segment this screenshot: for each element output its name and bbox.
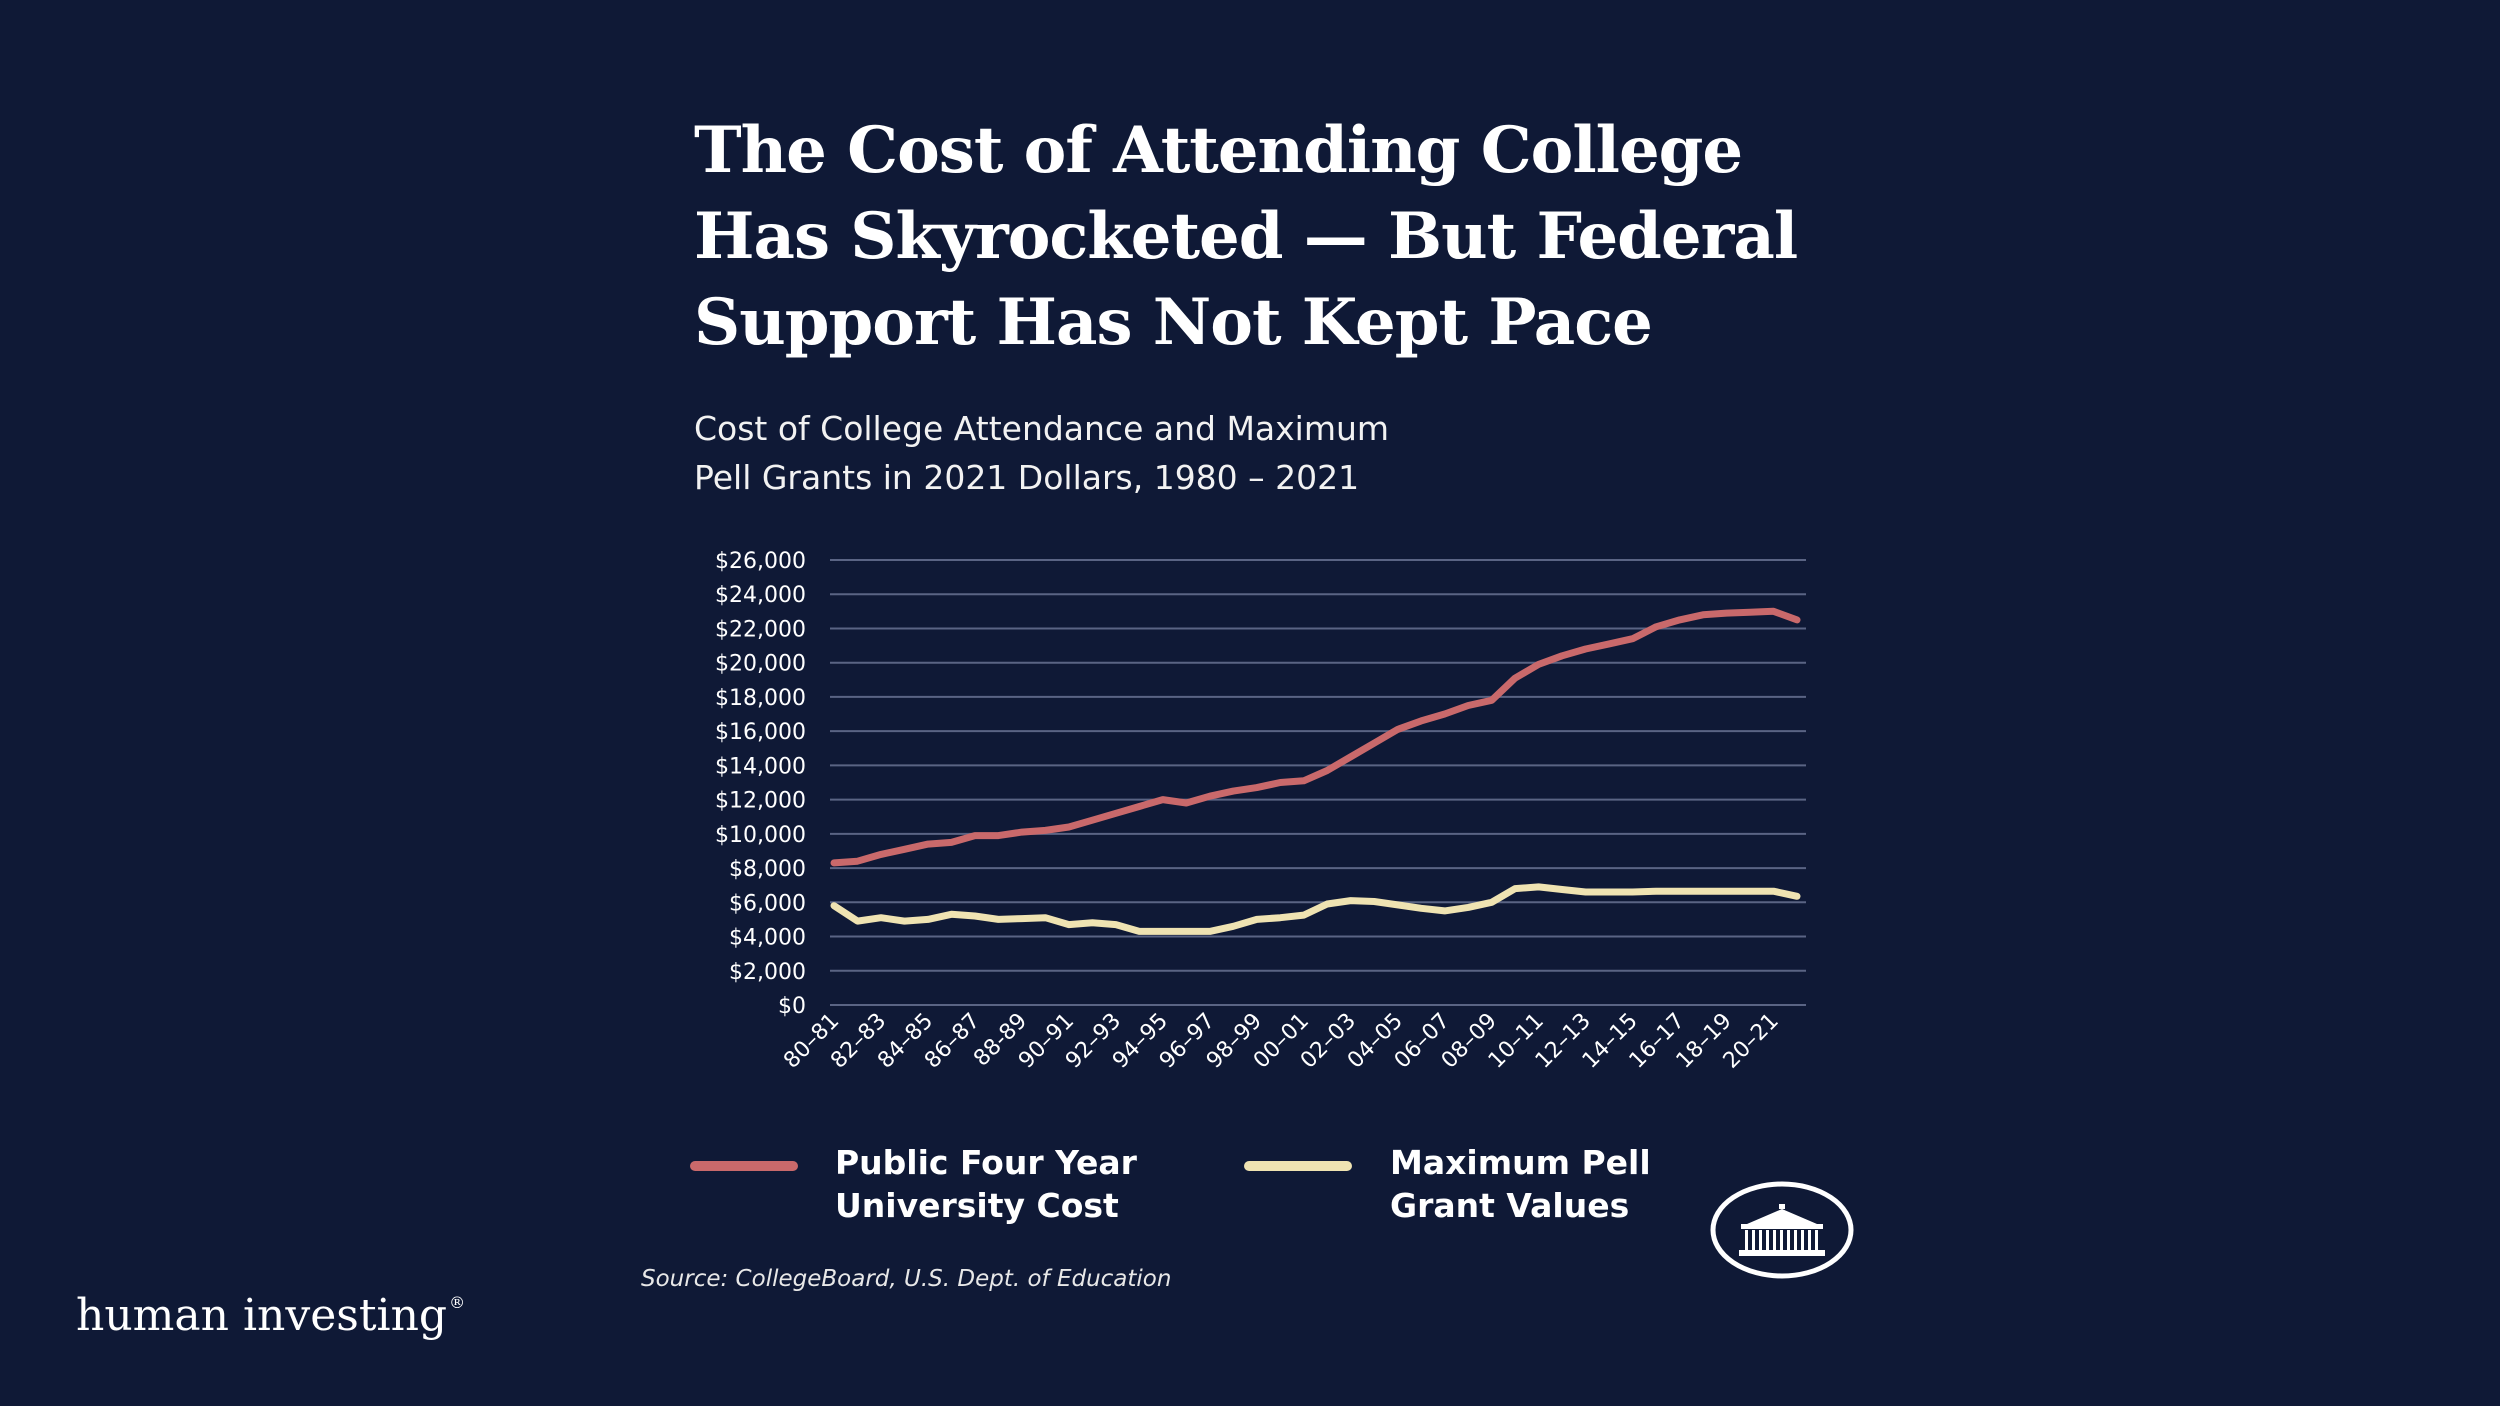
y-tick-label: $2,000 (729, 960, 806, 985)
legend-cost-line-1: Public Four Year (835, 1143, 1137, 1182)
white-house-icon (1710, 1181, 1854, 1279)
legend-label-cost: Public Four Year University Cost (835, 1141, 1137, 1227)
series-line-university-cost (830, 607, 1801, 867)
y-tick-label: $24,000 (715, 583, 806, 608)
subtitle-line-1: Cost of College Attendance and Maximum (694, 409, 1390, 448)
y-tick-label: $8,000 (729, 857, 806, 882)
brand-name: human investing (76, 1290, 448, 1341)
chart-title: The Cost of Attending College Has Skyroc… (694, 108, 1798, 366)
y-axis-tick-labels: $0 $2,000 $4,000 $6,000 $8,000 $10,000 $12,000… (715, 549, 806, 1019)
title-line-3: Support Has Not Kept Pace (694, 285, 1653, 360)
y-tick-label: $12,000 (715, 789, 806, 814)
legend-pell-line-1: Maximum Pell (1390, 1143, 1651, 1182)
registered-mark: ® (449, 1293, 466, 1312)
subtitle-line-2: Pell Grants in 2021 Dollars, 1980 – 2021 (694, 458, 1360, 497)
y-tick-label: $20,000 (715, 652, 806, 677)
title-line-1: The Cost of Attending College (694, 113, 1743, 188)
brand-logo: human investing ® (76, 1290, 465, 1341)
series-lines (830, 607, 1801, 935)
legend-pell-line-2: Grant Values (1390, 1186, 1630, 1225)
y-tick-label: $14,000 (715, 754, 806, 779)
y-tick-label: $6,000 (729, 891, 806, 916)
series-line-pell-grant (830, 883, 1801, 935)
title-line-2: Has Skyrocketed — But Federal (694, 199, 1798, 274)
y-tick-label: $22,000 (715, 617, 806, 642)
source-note: Source: CollegeBoard, U.S. Dept. of Educ… (641, 1266, 1172, 1292)
x-axis-tick-labels: 80–8182–8384–8586–8788-8990–9192–9394–95… (779, 1009, 1784, 1074)
y-tick-label: $10,000 (715, 823, 806, 848)
y-tick-label: $16,000 (715, 720, 806, 745)
chart-subtitle: Cost of College Attendance and Maximum P… (694, 404, 1694, 502)
y-tick-label: $4,000 (729, 926, 806, 951)
y-tick-label: $0 (778, 994, 806, 1019)
legend-swatch-pell (1244, 1161, 1352, 1171)
legend-label-pell: Maximum Pell Grant Values (1390, 1141, 1651, 1227)
legend-swatch-cost (690, 1161, 798, 1171)
legend-cost-line-2: University Cost (835, 1186, 1119, 1225)
y-tick-label: $26,000 (715, 549, 806, 574)
y-tick-label: $18,000 (715, 686, 806, 711)
